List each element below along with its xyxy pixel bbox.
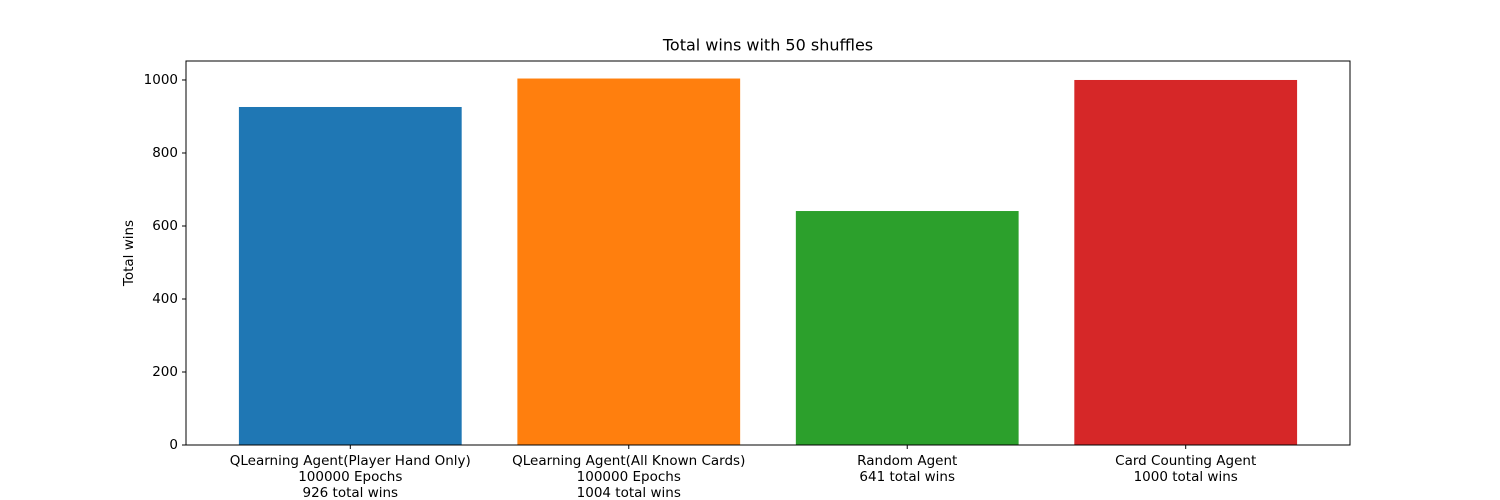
x-tick-label: QLearning Agent(Player Hand Only): [230, 453, 471, 469]
y-tick-label: 0: [169, 437, 178, 453]
chart-title: Total wins with 50 shuffles: [662, 36, 873, 55]
bar: [517, 78, 741, 446]
bar: [238, 106, 462, 445]
x-tick-label: QLearning Agent(All Known Cards): [512, 453, 745, 469]
x-tick-label: 926 total wins: [302, 485, 398, 500]
x-tick-label: 1000 total wins: [1134, 469, 1238, 485]
bar: [795, 211, 1019, 445]
x-tick-label: 1004 total wins: [577, 485, 681, 500]
bar: [1074, 79, 1298, 445]
x-tick-label: Random Agent: [857, 453, 957, 469]
x-tick-label: Card Counting Agent: [1115, 453, 1256, 469]
plot-frame: [185, 60, 1351, 446]
y-tick-label: 600: [152, 218, 178, 234]
y-tick-label: 200: [152, 364, 178, 380]
x-tick-label: 641 total wins: [859, 469, 955, 485]
x-tick-label: 100000 Epochs: [298, 469, 402, 485]
y-tick-label: 400: [152, 291, 178, 307]
y-axis-label: Total wins: [121, 220, 137, 287]
y-tick-label: 800: [152, 145, 178, 161]
y-tick-label: 1000: [144, 72, 178, 88]
x-tick-label: 100000 Epochs: [577, 469, 681, 485]
